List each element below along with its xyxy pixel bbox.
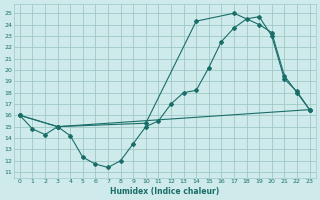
X-axis label: Humidex (Indice chaleur): Humidex (Indice chaleur): [110, 187, 219, 196]
